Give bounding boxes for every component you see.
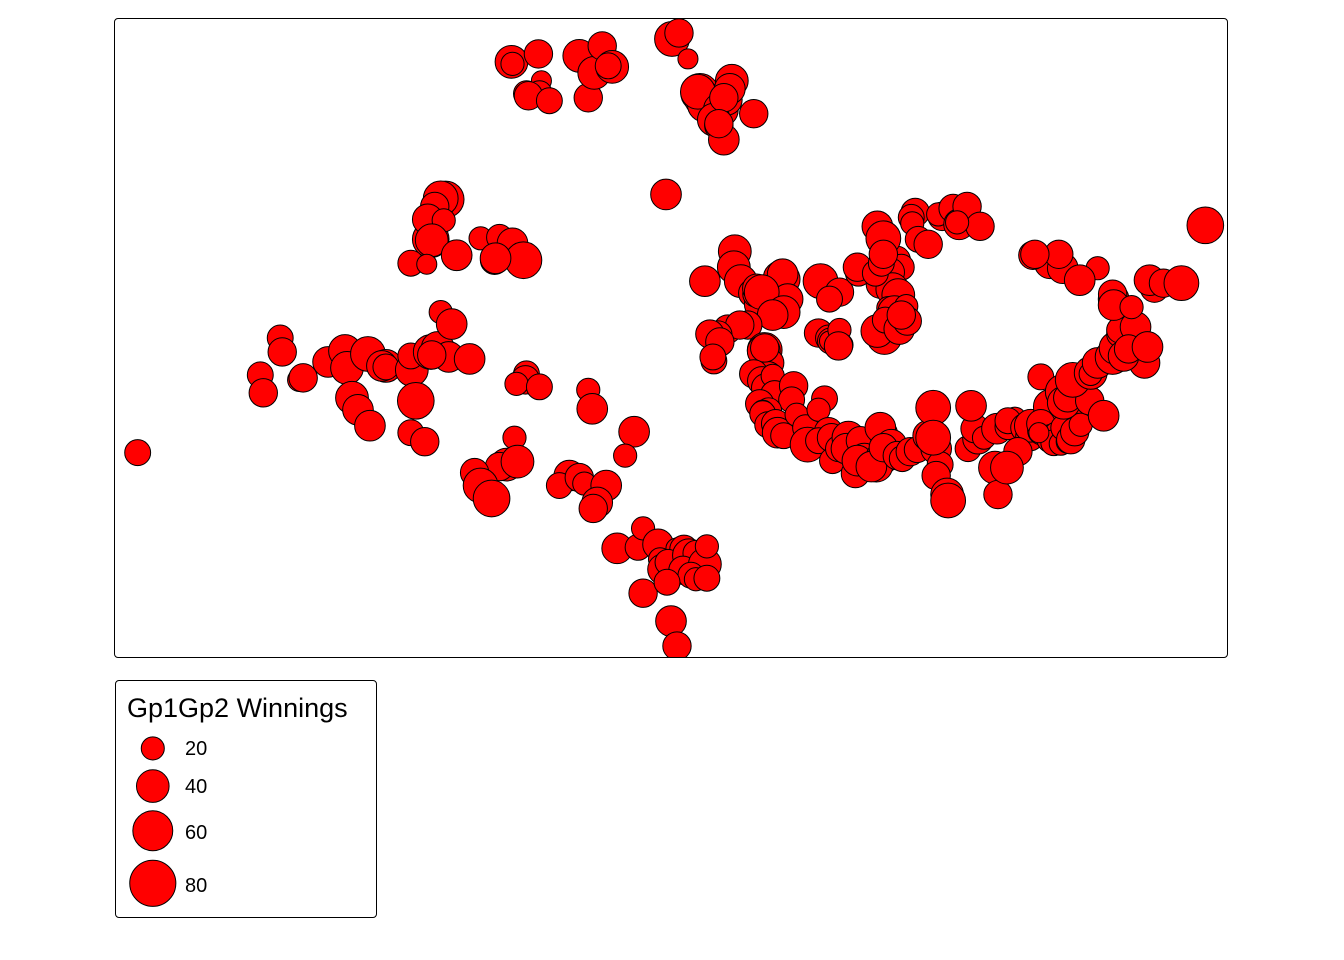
map-point-147 <box>750 333 780 363</box>
legend-label-40: 40 <box>185 776 208 798</box>
legend-symbol-60 <box>132 810 174 852</box>
map-point-271 <box>930 482 967 519</box>
map-point-15 <box>396 381 435 420</box>
map-point-308 <box>1186 206 1225 245</box>
map-point-2 <box>248 378 278 408</box>
legend-symbol-80 <box>129 859 177 907</box>
map-point-89 <box>655 605 687 637</box>
legend-label-20: 20 <box>185 738 208 760</box>
map-point-38 <box>416 253 438 275</box>
map-point-182 <box>913 229 943 259</box>
map-point-28 <box>435 308 468 340</box>
map-point-20 <box>354 409 386 442</box>
map-point-67 <box>613 443 638 468</box>
map-panel <box>114 18 1228 658</box>
map-point-122 <box>650 178 682 211</box>
map-point-39 <box>440 239 473 272</box>
map-point-315 <box>1020 239 1050 269</box>
legend-label-80: 80 <box>185 875 208 897</box>
map-point-275 <box>990 450 1024 485</box>
legend-symbol-40 <box>135 769 170 803</box>
map-point-163 <box>823 331 854 361</box>
legend-label-60: 60 <box>185 822 208 844</box>
map-point-92 <box>500 51 525 76</box>
map-point-267 <box>915 419 952 456</box>
map-point-273 <box>983 479 1013 510</box>
map-point-121 <box>739 99 769 129</box>
map-point-299 <box>1131 331 1164 363</box>
map-point-197 <box>868 239 899 269</box>
map-point-262 <box>1028 422 1050 444</box>
map-point-107 <box>677 48 699 70</box>
legend-symbols <box>129 736 177 907</box>
map-point-4 <box>267 337 297 367</box>
map-point-26 <box>453 343 486 375</box>
map-point-93 <box>523 39 554 69</box>
map-point-17 <box>410 426 440 457</box>
map-point-303 <box>1119 295 1144 320</box>
map-point-188 <box>965 211 995 242</box>
legend-symbol-20 <box>140 736 165 761</box>
map-point-98 <box>535 87 563 115</box>
map-point-126 <box>689 265 721 298</box>
map-point-55 <box>500 444 535 479</box>
map-point-66 <box>618 415 650 448</box>
map-point-307 <box>1163 265 1200 302</box>
map-point-13 <box>372 353 400 381</box>
map-point-86 <box>693 564 721 592</box>
map-point-155 <box>816 285 843 313</box>
map-point-189 <box>945 210 970 235</box>
map-point-49 <box>525 373 553 401</box>
size-legend: Gp1Gp2 Winnings 20 40 60 80 <box>115 680 377 918</box>
map-point-87 <box>694 534 719 559</box>
map-point-90 <box>662 631 692 657</box>
map-point-106 <box>664 19 694 48</box>
map-point-56 <box>472 479 511 518</box>
map-point-118 <box>709 83 739 113</box>
map-point-29 <box>417 340 447 370</box>
map-point-77 <box>628 578 658 608</box>
map-point-313 <box>1063 264 1096 297</box>
map-point-63 <box>578 493 608 524</box>
map-point-65 <box>576 392 609 425</box>
map-point-6 <box>288 363 318 393</box>
map-point-268 <box>955 389 987 422</box>
map-point-177 <box>886 300 916 330</box>
map-point-45 <box>479 242 512 275</box>
map-point-88 <box>653 568 681 596</box>
map-point-104 <box>594 52 622 80</box>
map-point-0 <box>124 439 152 467</box>
legend-title: Gp1Gp2 Winnings <box>127 693 348 723</box>
map-point-152 <box>699 343 727 371</box>
map-point-48 <box>504 371 529 396</box>
map-point-288 <box>1087 399 1120 432</box>
map-symbols <box>124 19 1225 657</box>
map-point-120 <box>704 108 734 139</box>
